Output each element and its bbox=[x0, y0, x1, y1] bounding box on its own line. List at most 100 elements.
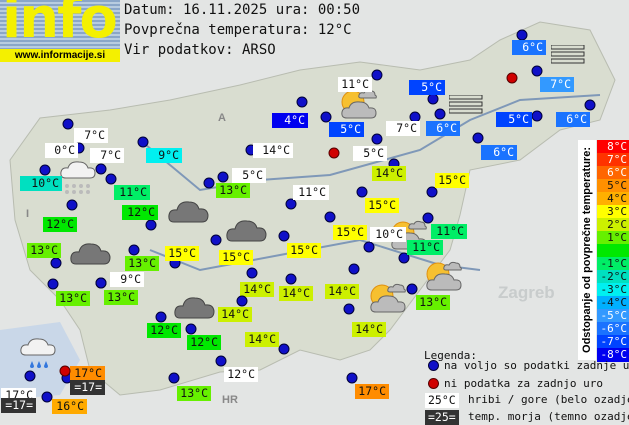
station-dot[interactable] bbox=[398, 252, 410, 264]
no-data-dot[interactable] bbox=[59, 365, 71, 377]
station-temperature[interactable]: 12°C bbox=[122, 205, 158, 220]
sea-temperature[interactable]: =17= bbox=[70, 380, 105, 395]
station-dot[interactable] bbox=[346, 372, 358, 384]
station-dot[interactable] bbox=[285, 198, 297, 210]
station-dot[interactable] bbox=[324, 211, 336, 223]
station-temperature[interactable]: 7°C bbox=[90, 148, 124, 163]
station-temperature[interactable]: 6°C bbox=[512, 40, 546, 55]
no-data-dot[interactable] bbox=[328, 147, 340, 159]
station-dot[interactable] bbox=[285, 273, 297, 285]
station-dot[interactable] bbox=[531, 65, 543, 77]
station-dot[interactable] bbox=[95, 163, 107, 175]
station-dot[interactable] bbox=[203, 177, 215, 189]
station-dot[interactable] bbox=[215, 355, 227, 367]
station-dot[interactable] bbox=[168, 372, 180, 384]
station-temperature[interactable]: 0°C bbox=[45, 143, 78, 158]
station-dot[interactable] bbox=[472, 132, 484, 144]
station-temperature[interactable]: 14°C bbox=[279, 286, 313, 301]
station-temperature[interactable]: 7°C bbox=[540, 77, 574, 92]
station-dot[interactable] bbox=[185, 323, 197, 335]
station-temperature[interactable]: 6°C bbox=[481, 145, 517, 160]
station-temperature[interactable]: 15°C bbox=[365, 198, 399, 213]
station-temperature[interactable]: 15°C bbox=[435, 173, 469, 188]
station-temperature[interactable]: 13°C bbox=[216, 183, 250, 198]
station-temperature[interactable]: 13°C bbox=[27, 243, 61, 258]
station-temperature[interactable]: 14°C bbox=[253, 143, 293, 158]
station-dot[interactable] bbox=[24, 370, 36, 382]
station-temperature[interactable]: 14°C bbox=[352, 322, 386, 337]
station-dot[interactable] bbox=[39, 164, 51, 176]
station-dot[interactable] bbox=[236, 295, 248, 307]
station-temperature[interactable]: 12°C bbox=[224, 367, 258, 382]
station-temperature[interactable]: 11°C bbox=[114, 185, 150, 200]
station-temperature[interactable]: 10°C bbox=[370, 227, 406, 242]
station-temperature[interactable]: 17°C bbox=[70, 366, 105, 381]
station-dot[interactable] bbox=[356, 186, 368, 198]
station-dot[interactable] bbox=[128, 244, 140, 256]
station-dot[interactable] bbox=[95, 277, 107, 289]
station-temperature[interactable]: 6°C bbox=[556, 112, 590, 127]
station-dot[interactable] bbox=[371, 69, 383, 81]
station-temperature[interactable]: 13°C bbox=[125, 256, 159, 271]
station-dot[interactable] bbox=[217, 171, 229, 183]
station-temperature[interactable]: 5°C bbox=[409, 80, 445, 95]
station-temperature[interactable]: 9°C bbox=[146, 148, 182, 163]
station-dot[interactable] bbox=[531, 110, 543, 122]
station-dot[interactable] bbox=[434, 108, 446, 120]
station-dot[interactable] bbox=[371, 133, 383, 145]
station-dot[interactable] bbox=[278, 343, 290, 355]
station-temperature[interactable]: 14°C bbox=[218, 307, 252, 322]
station-dot[interactable] bbox=[246, 267, 258, 279]
station-temperature[interactable]: 7°C bbox=[386, 121, 420, 136]
station-temperature[interactable]: 12°C bbox=[187, 335, 221, 350]
station-temperature[interactable]: 11°C bbox=[293, 185, 329, 200]
station-temperature[interactable]: 13°C bbox=[56, 291, 90, 306]
station-temperature[interactable]: 15°C bbox=[165, 246, 199, 261]
station-dot[interactable] bbox=[584, 99, 596, 111]
logo[interactable]: info www.informacije.si bbox=[0, 0, 120, 62]
station-temperature[interactable]: 12°C bbox=[43, 217, 77, 232]
station-temperature[interactable]: 16°C bbox=[52, 399, 87, 414]
no-data-dot[interactable] bbox=[506, 72, 518, 84]
station-dot[interactable] bbox=[137, 136, 149, 148]
station-temperature[interactable]: 6°C bbox=[426, 121, 460, 136]
station-dot[interactable] bbox=[105, 173, 117, 185]
station-dot[interactable] bbox=[62, 118, 74, 130]
station-dot[interactable] bbox=[210, 234, 222, 246]
station-dot[interactable] bbox=[50, 257, 62, 269]
station-dot[interactable] bbox=[516, 29, 528, 41]
station-temperature[interactable]: 11°C bbox=[338, 77, 372, 92]
station-dot[interactable] bbox=[343, 303, 355, 315]
station-temperature[interactable]: 5°C bbox=[329, 122, 364, 137]
station-dot[interactable] bbox=[422, 212, 434, 224]
station-temperature[interactable]: 12°C bbox=[147, 323, 181, 338]
station-temperature[interactable]: 14°C bbox=[240, 282, 274, 297]
station-temperature[interactable]: 4°C bbox=[272, 113, 308, 128]
station-dot[interactable] bbox=[66, 199, 78, 211]
station-temperature[interactable]: 9°C bbox=[110, 272, 144, 287]
station-dot[interactable] bbox=[278, 230, 290, 242]
station-dot[interactable] bbox=[426, 186, 438, 198]
station-temperature[interactable]: 14°C bbox=[325, 284, 359, 299]
station-dot[interactable] bbox=[296, 96, 308, 108]
sea-temperature[interactable]: =17= bbox=[1, 398, 36, 413]
station-temperature[interactable]: 11°C bbox=[431, 224, 467, 239]
station-temperature[interactable]: 5°C bbox=[353, 146, 387, 161]
station-dot[interactable] bbox=[41, 391, 53, 403]
station-temperature[interactable]: 5°C bbox=[232, 168, 266, 183]
station-temperature[interactable]: 15°C bbox=[333, 225, 367, 240]
logo-url[interactable]: www.informacije.si bbox=[0, 49, 120, 62]
station-temperature[interactable]: 13°C bbox=[177, 386, 211, 401]
station-temperature[interactable]: 5°C bbox=[496, 112, 532, 127]
station-dot[interactable] bbox=[348, 263, 360, 275]
station-dot[interactable] bbox=[47, 278, 59, 290]
station-dot[interactable] bbox=[427, 93, 439, 105]
station-temperature[interactable]: 14°C bbox=[372, 166, 406, 181]
station-temperature[interactable]: 15°C bbox=[219, 250, 253, 265]
station-dot[interactable] bbox=[406, 283, 418, 295]
station-dot[interactable] bbox=[145, 219, 157, 231]
station-temperature[interactable]: 7°C bbox=[74, 128, 108, 143]
station-temperature[interactable]: 14°C bbox=[245, 332, 279, 347]
station-temperature[interactable]: 15°C bbox=[287, 243, 321, 258]
station-temperature[interactable]: 10°C bbox=[20, 176, 62, 191]
